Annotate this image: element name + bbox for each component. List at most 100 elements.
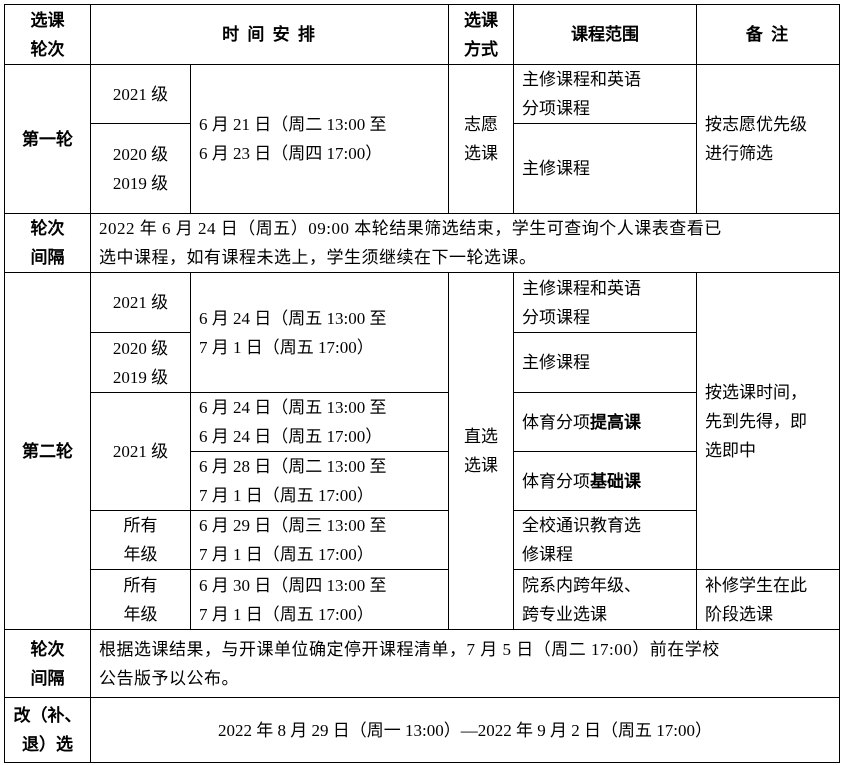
scope-line: 修课程	[522, 545, 573, 564]
grade-line: 2020 级	[112, 338, 169, 358]
scope-line: 主修课程和英语	[522, 70, 641, 89]
adjust-text: 2022 年 8 月 29 日（周一 13:00）—2022 年 9 月 2 日…	[90, 697, 840, 763]
grade-line: 2019 级	[112, 367, 169, 387]
interval1-text: 2022 年 6 月 24 日（周五）09:00 本轮结果筛选结束，学生可查询个…	[90, 213, 840, 273]
header-row: 选课轮次 时 间 安 排 选课 方式 课程范围 备 注	[4, 4, 840, 65]
time-line: 7 月 1 日（周五 17:00）	[199, 486, 374, 505]
header-schedule: 时 间 安 排	[90, 4, 449, 65]
header-round-line: 轮次	[30, 39, 65, 59]
remark-line: 先到先得，即	[705, 411, 807, 431]
time-line: 6 月 24 日（周五 17:00）	[199, 427, 383, 446]
scope-text: 体育分项	[522, 412, 590, 432]
remark-line: 阶段选课	[705, 604, 773, 624]
time-line: 6 月 21 日（周二 13:00 至	[199, 115, 387, 134]
scope-emphasis: 基础课	[590, 471, 641, 491]
round2-time-6: 6 月 30 日（周四 13:00 至 7 月 1 日（周五 17:00）	[190, 569, 449, 630]
remark-line: 按志愿优先级	[705, 115, 807, 134]
course-selection-schedule-table: 选课 轮次 时 间 安 排 选课 方式 课程范围 备 注 第一轮 2021 级 6 …	[4, 4, 840, 763]
round1-method: 志愿 选课	[448, 64, 514, 214]
grade-line: 所有	[123, 516, 158, 535]
header-scope: 课程范围	[513, 4, 697, 65]
remark-line: 按选课时间，	[705, 382, 807, 402]
header-round-line: 选课	[30, 10, 65, 30]
round2-time-4: 6 月 28 日（周二 13:00 至 7 月 1 日（周五 17:00）	[190, 451, 449, 511]
label-line: 轮次	[30, 219, 65, 238]
round2-scope-2: 主修课程	[513, 332, 697, 393]
method-line: 志愿	[464, 115, 498, 134]
grade-line: 2019 级	[112, 173, 169, 193]
round2-scope-4: 体育分项基础课	[513, 451, 697, 511]
interval2-text: 根据选课结果，与开课单位确定停开课程清单，7 月 5 日（周二 17:00）前在…	[90, 629, 840, 698]
time-line: 7 月 1 日（周五 17:00）	[199, 604, 374, 624]
round2-grade-6: 所有 年级	[90, 569, 191, 630]
method-line: 选课	[464, 144, 498, 163]
round2-time-1: 6 月 24 日（周五 13:00 至 7 月 1 日（周五 17:00）	[190, 272, 449, 393]
round1-grade-b: 2020 级 2019 级	[90, 123, 191, 214]
round2-remark-6: 补修学生在此 阶段选课	[696, 569, 840, 630]
grade-line: 年级	[123, 545, 158, 564]
round2-grade-1: 2021 级	[90, 272, 191, 333]
text-line: 根据选课结果，与开课单位确定停开课程清单，7 月 5 日（周二 17:00）前在…	[99, 639, 720, 659]
remark-line: 进行筛选	[705, 144, 773, 163]
header-remark: 备 注	[696, 4, 840, 65]
time-line: 7 月 1 日（周五 17:00）	[199, 545, 374, 564]
round1-remark: 按志愿优先级 进行筛选	[696, 64, 840, 214]
round2-scope-3: 体育分项提高课	[513, 392, 697, 452]
text-line: 公告版予以公布。	[99, 668, 239, 688]
round1-label: 第一轮	[4, 64, 91, 214]
round1-row-a: 第一轮 2021 级 6 月 21 日（周二 13:00 至 6 月 23 日（周…	[4, 64, 840, 214]
header-method: 选课 方式	[448, 4, 514, 65]
round1-time: 6 月 21 日（周二 13:00 至 6 月 23 日（周四 17:00）	[190, 64, 449, 214]
time-line: 6 月 28 日（周二 13:00 至	[199, 457, 387, 476]
label-line: 间隔	[30, 248, 65, 267]
round2-method: 直选 选课	[448, 272, 514, 630]
round2-row-4: 6 月 28 日（周二 13:00 至 7 月 1 日（周五 17:00） 体育分…	[5, 451, 840, 511]
round1-scope-a: 主修课程和英语 分项课程	[513, 64, 697, 124]
round2-time-3: 6 月 24 日（周五 13:00 至 6 月 24 日（周五 17:00）	[190, 392, 449, 452]
time-line: 6 月 24 日（周五 13:00 至	[199, 398, 387, 417]
round2-time-5: 6 月 29 日（周三 13:00 至 7 月 1 日（周五 17:00）	[190, 510, 449, 570]
scope-line: 主修课程和英语	[522, 278, 641, 298]
grade-line: 年级	[123, 604, 158, 624]
label-line: 退）选	[22, 735, 73, 754]
time-line: 6 月 29 日（周三 13:00 至	[199, 516, 387, 535]
scope-line: 院系内跨年级、	[522, 575, 641, 595]
grade-line: 所有	[123, 575, 158, 595]
adjust-row: 改（补、退）选 2022 年 8 月 29 日（周一 13:00）—2022 年…	[4, 697, 840, 763]
round2-row-2: 2020 级 2019 级 主修课程	[5, 332, 840, 393]
label-line: 间隔	[30, 668, 65, 688]
text-line: 2022 年 6 月 24 日（周五）09:00 本轮结果筛选结束，学生可查询个…	[99, 219, 722, 238]
scope-emphasis: 提高课	[590, 412, 641, 432]
remark-line: 选即中	[705, 440, 756, 460]
interval1-label: 轮次 间隔	[4, 213, 91, 273]
scope-line: 分项课程	[522, 307, 590, 327]
interval1-row: 轮次间隔 2022 年 6 月 24 日（周五）09:00 本轮结果筛选结束，学…	[4, 213, 840, 273]
interval2-row: 轮次 间隔 根据选课结果，与开课单位确定停开课程清单，7 月 5 日（周二 17:…	[4, 629, 840, 698]
round2-scope-5: 全校通识教育选 修课程	[513, 510, 697, 570]
round2-remark-main: 按选课时间， 先到先得，即 选即中	[696, 272, 840, 570]
round2-grade-5: 所有 年级	[90, 510, 191, 570]
round1-grade-a: 2021 级	[90, 64, 191, 124]
text-line: 选中课程，如有课程未选上，学生须继续在下一轮选课。	[99, 248, 537, 267]
method-line: 选课	[464, 456, 498, 475]
adjust-label: 改（补、退）选	[4, 697, 91, 763]
round2-grade-2: 2020 级 2019 级	[90, 332, 191, 393]
header-method-line: 选课	[464, 10, 498, 30]
time-line: 6 月 24 日（周五 13:00 至	[199, 308, 387, 328]
round2-row-6: 所有年级 6 月 30 日（周四 13:00 至 7 月 1 日（周五 17:00…	[5, 569, 840, 630]
round1-row-b: 2020 级 2019 级 主修课程	[5, 123, 840, 214]
round2-row-1: 第二轮 2021 级 6 月 24 日（周五 13:00 至 7 月 1 日（周五…	[4, 272, 840, 630]
time-line: 6 月 23 日（周四 17:00）	[199, 144, 383, 163]
scope-line: 全校通识教育选	[522, 516, 641, 535]
scope-text: 体育分项	[522, 471, 590, 491]
header-round: 选课 轮次	[4, 4, 91, 65]
round2-scope-1: 主修课程和英语 分项课程	[513, 272, 697, 333]
round2-row-3: 2021 级 6 月 24 日（周五 13:00 至 6 月 24 日（周五 17…	[5, 392, 840, 511]
grade-line: 2020 级	[112, 144, 169, 164]
round2-grade-3: 2021 级	[90, 392, 191, 511]
label-line: 改（补、	[13, 706, 82, 725]
time-line: 7 月 1 日（周五 17:00）	[199, 337, 374, 357]
round1-scope-b: 主修课程	[513, 123, 697, 214]
scope-line: 分项课程	[522, 99, 590, 118]
interval2-label: 轮次 间隔	[4, 629, 91, 698]
